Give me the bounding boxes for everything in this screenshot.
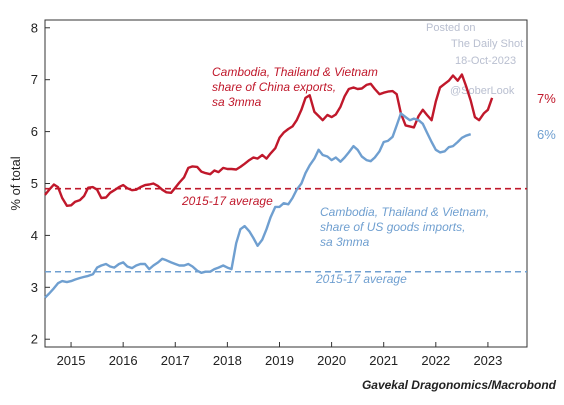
y-tick-label: 4 — [31, 228, 38, 243]
y-tick-label: 6 — [31, 124, 38, 139]
x-tick-label: 2021 — [369, 353, 398, 368]
average-label: 2015-17 average — [181, 194, 273, 208]
series-line — [44, 112, 472, 299]
source-note: Gavekal Dragonomics/Macrobond — [362, 378, 557, 392]
watermark-line: The Daily Shot — [451, 38, 523, 50]
series-label-line: share of China exports, — [212, 80, 336, 94]
series-label: Cambodia, Thailand & Vietnam, share of US… — [320, 205, 489, 249]
series-label-line: Cambodia, Thailand & Vietnam — [212, 65, 378, 79]
x-tick-label: 2023 — [473, 353, 502, 368]
watermark-line: 18-Oct-2023 — [455, 55, 516, 67]
average-label: 2015-17 average — [315, 272, 407, 286]
y-tick-label: 3 — [31, 280, 38, 295]
x-tick-label: 2018 — [213, 353, 242, 368]
y-tick-label: 5 — [31, 176, 38, 191]
x-tick-label: 2022 — [421, 353, 450, 368]
series-group — [44, 73, 527, 299]
series-line — [44, 73, 494, 207]
y-tick-label: 2 — [31, 332, 38, 347]
end-value-label: 7% — [537, 91, 556, 106]
x-tick-label: 2016 — [109, 353, 138, 368]
x-tick-label: 2017 — [161, 353, 190, 368]
series-label-line: share of US goods imports, — [320, 220, 465, 234]
x-tick-label: 2020 — [317, 353, 346, 368]
watermark-line: Posted on — [426, 22, 476, 34]
y-axis-label: % of total — [8, 156, 23, 210]
watermark-line: @SoberLook — [450, 85, 515, 97]
series-label-line: sa 3mma — [212, 95, 262, 109]
y-tick-label: 8 — [31, 20, 38, 35]
series-label-line: Cambodia, Thailand & Vietnam, — [320, 205, 489, 219]
y-axis: 2 3 4 5 6 7 8 — [31, 20, 50, 347]
y-tick-label: 7 — [31, 72, 38, 87]
series-label: Cambodia, Thailand & Vietnam share of Chi… — [212, 65, 378, 109]
x-tick-label: 2015 — [57, 353, 86, 368]
x-axis: 2015 2016 2017 2018 2019 2020 2021 2022 2023 — [57, 342, 502, 368]
x-tick-label: 2019 — [265, 353, 294, 368]
annotations: Cambodia, Thailand & Vietnam share of Chi… — [181, 65, 556, 286]
end-value-label: 6% — [537, 127, 556, 142]
series-label-line: sa 3mma — [320, 235, 370, 249]
